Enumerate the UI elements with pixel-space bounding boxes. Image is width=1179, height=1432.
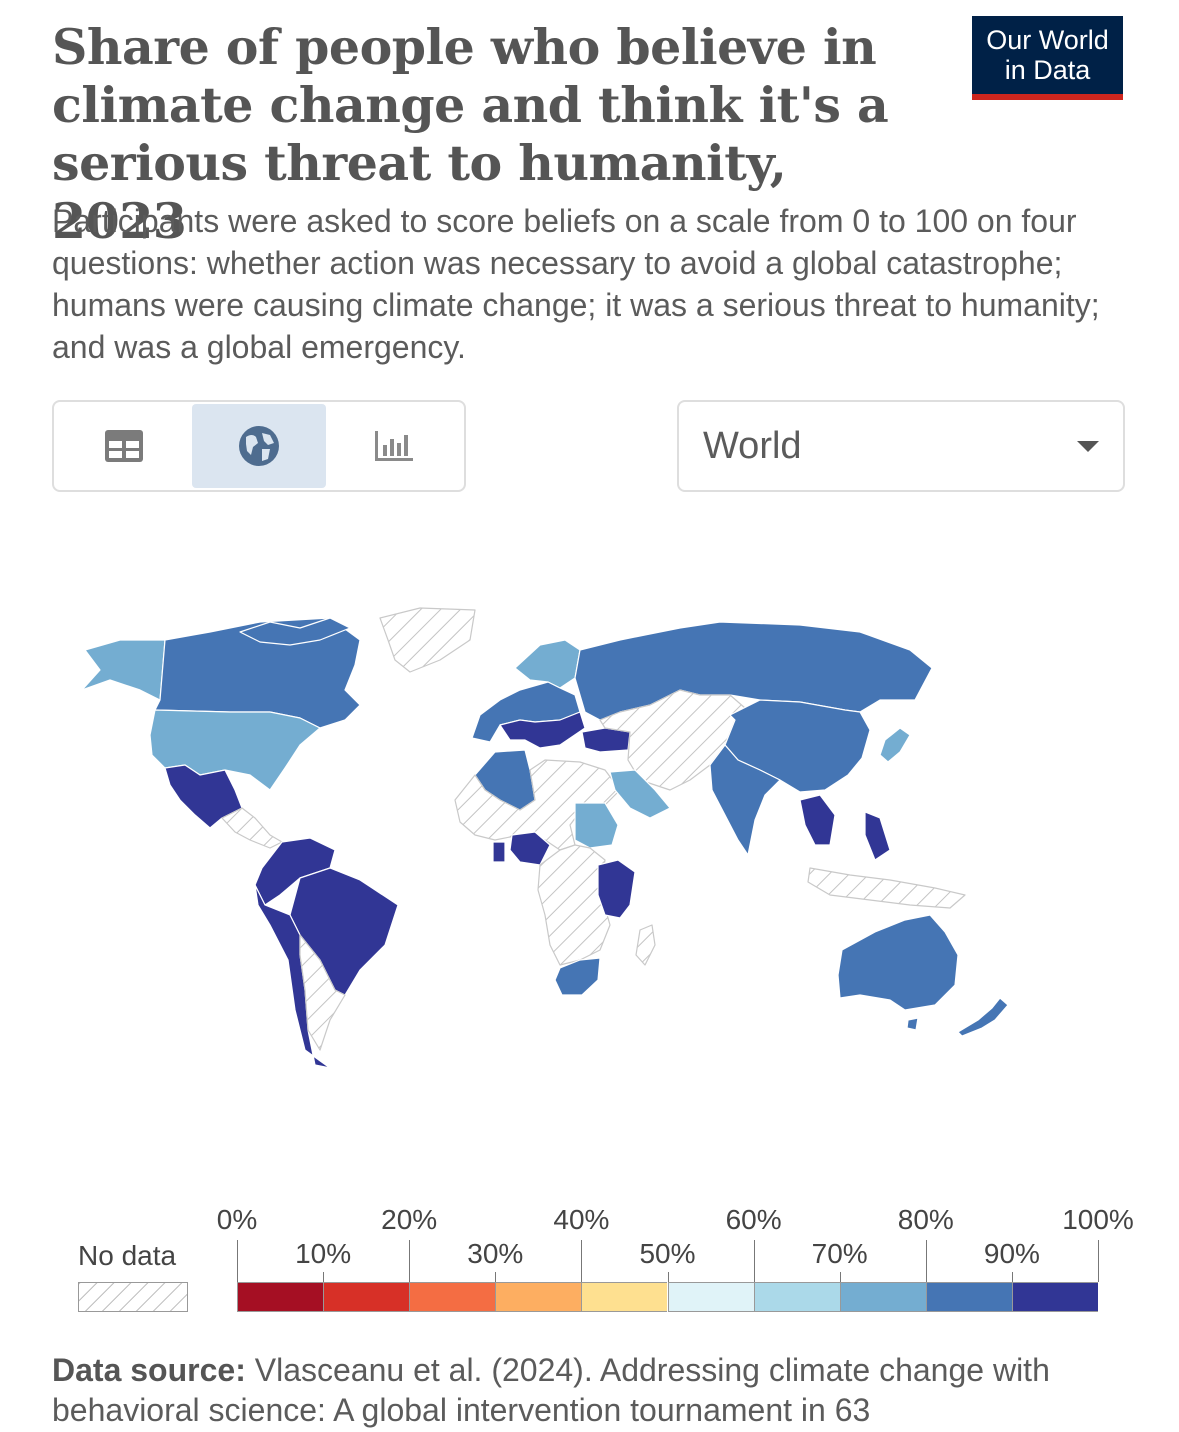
region-japan[interactable] (879, 727, 911, 763)
region-central-america[interactable] (221, 807, 283, 849)
legend-tick-label: 30% (467, 1238, 524, 1269)
view-toggle (52, 400, 466, 492)
region-new-zealand[interactable] (957, 997, 1009, 1037)
region-saudi-arabia[interactable] (609, 769, 671, 819)
table-icon (105, 430, 144, 462)
legend-tick-line (753, 1240, 755, 1282)
legend-bin[interactable] (409, 1282, 496, 1312)
region-select-value: World (703, 424, 802, 467)
legend-bin[interactable] (323, 1282, 410, 1312)
data-source-text: Vlasceanu et al. (2024). Addressing clim… (52, 1352, 1050, 1428)
legend-tick-label: 10% (295, 1238, 352, 1269)
legend-tick-label: 80% (897, 1204, 954, 1235)
world-map (81, 607, 1009, 1069)
logo-line-1: Our World (986, 25, 1109, 55)
legend-tick-line (495, 1272, 497, 1282)
legend-bin[interactable] (925, 1282, 1012, 1312)
table-view-button[interactable] (57, 404, 192, 488)
region-india[interactable] (709, 744, 781, 856)
logo-line-2: in Data (1004, 55, 1091, 85)
region-madagascar[interactable] (635, 924, 656, 966)
legend-tick-line (925, 1240, 927, 1282)
region-chile[interactable] (254, 884, 331, 1069)
map-legend: No data 0% 20% 40% 60% 80% 100% 10% 30% 50% 70% 90… (0, 1200, 1179, 1330)
region-australia[interactable] (837, 914, 959, 1011)
legend-tick-label: 100% (1062, 1204, 1134, 1235)
region-northern-south-america[interactable] (254, 837, 336, 906)
legend-tick-label: 70% (811, 1238, 868, 1269)
legend-tick-line (581, 1240, 583, 1282)
region-greenland[interactable] (379, 607, 476, 673)
region-argentina[interactable] (299, 934, 346, 1051)
region-southeast-asia[interactable] (799, 794, 891, 861)
region-scandinavia[interactable] (514, 639, 581, 689)
chart-subtitle: Participants were asked to score beliefs… (52, 203, 1100, 365)
legend-tick-line (667, 1272, 669, 1282)
legend-no-data-swatch (78, 1282, 188, 1312)
legend-tick-line (237, 1240, 238, 1282)
region-southern-europe[interactable] (499, 711, 586, 749)
legend-tick-label: 50% (639, 1238, 696, 1269)
legend-tick-line (409, 1240, 411, 1282)
legend-tick-line (323, 1272, 325, 1282)
region-south-africa[interactable] (554, 957, 601, 996)
region-sudan[interactable] (574, 802, 619, 849)
owid-logo[interactable]: Our World in Data (972, 16, 1123, 100)
region-central-africa[interactable] (537, 844, 611, 966)
data-source-label: Data source: (52, 1352, 246, 1388)
region-east-africa[interactable] (597, 859, 636, 919)
legend-tick-label: 0% (216, 1204, 258, 1235)
globe-icon (239, 426, 279, 466)
region-tasmania[interactable] (906, 1017, 919, 1031)
legend-bin[interactable] (1011, 1282, 1098, 1312)
legend-tick-label: 90% (983, 1238, 1040, 1269)
legend-bin[interactable] (495, 1282, 582, 1312)
legend-no-data-label: No data (78, 1240, 177, 1271)
chart-view-button[interactable] (326, 404, 461, 488)
region-turkey[interactable] (581, 727, 631, 753)
legend-tick-line (1011, 1272, 1013, 1282)
bar-chart-icon (374, 431, 413, 461)
map-view-button[interactable] (191, 404, 327, 488)
legend-bin[interactable] (667, 1282, 754, 1312)
chevron-down-icon (1077, 440, 1099, 452)
legend-bin[interactable] (581, 1282, 668, 1312)
legend-tick-label: 60% (725, 1204, 782, 1235)
legend-tick-line (1098, 1240, 1099, 1282)
region-arctic-islands[interactable] (239, 617, 351, 646)
legend-tick-label: 40% (553, 1204, 610, 1235)
legend-bin[interactable] (237, 1282, 324, 1312)
chart-title: Share of people who believe in climate c… (52, 18, 889, 250)
region-alaska[interactable] (81, 639, 166, 701)
legend-tick-label: 20% (381, 1204, 438, 1235)
data-source: Data source: Vlasceanu et al. (2024). Ad… (52, 1350, 1152, 1430)
legend-bin[interactable] (839, 1282, 926, 1312)
legend-bin[interactable] (753, 1282, 840, 1312)
region-indonesia[interactable] (807, 867, 966, 909)
region-select[interactable]: World (677, 400, 1125, 492)
legend-tick-line (839, 1272, 841, 1282)
region-sahara[interactable] (454, 759, 621, 851)
